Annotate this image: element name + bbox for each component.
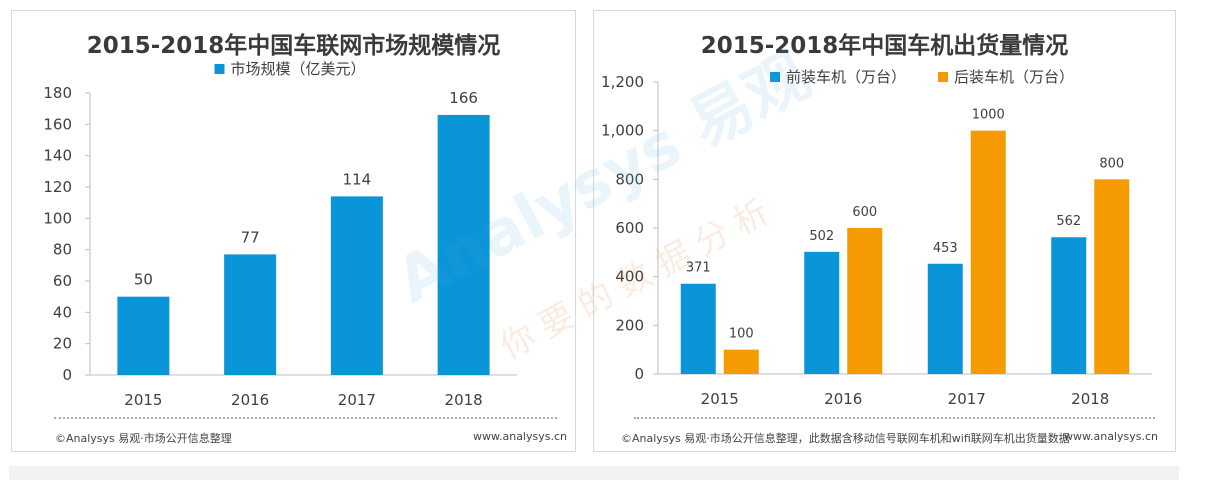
data-label: 371 <box>686 261 711 276</box>
legend-swatch <box>938 72 948 82</box>
chart-panel-shipments: 2015-2018年中国车机出货量情况 0 200 400 600 800 1,000 1,… <box>593 10 1176 452</box>
website-link[interactable]: www.analysys.cn <box>1064 430 1158 443</box>
chart-title: 2015-2018年中国车联网市场规模情况 <box>86 33 501 59</box>
bar <box>723 349 759 374</box>
data-label: 100 <box>729 327 754 342</box>
data-label: 77 <box>241 228 260 246</box>
legend-swatch <box>770 72 780 82</box>
x-tick-label: 2018 <box>1071 390 1109 408</box>
data-label: 1000 <box>972 108 1005 123</box>
y-tick-label: 400 <box>615 268 644 286</box>
y-tick-label: 160 <box>43 115 72 133</box>
bar <box>847 228 883 374</box>
bar-chart-market-size: 0 20 40 60 80 100 120 140 160 180 2015 50 2016 77 2017… <box>43 60 517 409</box>
bar <box>804 251 840 374</box>
data-label: 562 <box>1056 214 1081 229</box>
x-tick-label: 2018 <box>445 391 483 409</box>
footer-divider <box>54 417 557 419</box>
y-tick-label: 180 <box>43 84 72 102</box>
x-tick-label: 2017 <box>948 390 986 408</box>
bar <box>680 283 716 374</box>
legend-label: 后装车机（万台） <box>954 68 1074 86</box>
y-tick-label: 600 <box>615 219 644 237</box>
y-tick-label: 1,200 <box>601 73 644 91</box>
x-tick-label: 2015 <box>124 391 162 409</box>
y-tick-label: 40 <box>53 303 72 321</box>
bar-chart-shipments: 0 200 400 600 800 1,000 1,200 2015 371 100 2016 502… <box>601 68 1152 408</box>
y-tick-label: 0 <box>62 366 72 384</box>
bar <box>224 254 277 375</box>
data-label: 453 <box>933 241 958 256</box>
source-note: ©Analysys 易观·市场公开信息整理，此数据含移动信号联网车机和wifi联… <box>621 432 1070 445</box>
x-tick-label: 2016 <box>231 391 269 409</box>
y-tick-label: 800 <box>615 170 644 188</box>
legend-label: 市场规模（亿美元） <box>231 60 366 78</box>
data-label: 50 <box>134 271 153 289</box>
bar <box>437 114 490 375</box>
bar <box>117 296 170 375</box>
y-tick-label: 100 <box>43 209 72 227</box>
chart-panel-market-size: 2015-2018年中国车联网市场规模情况 0 20 40 60 80 100 120 140… <box>11 10 576 452</box>
bar <box>1051 237 1087 374</box>
x-tick-label: 2016 <box>824 390 862 408</box>
y-tick-label: 60 <box>53 272 72 290</box>
x-tick-label: 2017 <box>338 391 376 409</box>
website-link[interactable]: www.analysys.cn <box>473 430 567 443</box>
data-label: 600 <box>852 205 877 220</box>
chart-title: 2015-2018年中国车机出货量情况 <box>700 33 1069 59</box>
legend-label: 前装车机（万台） <box>786 68 906 86</box>
footer-divider <box>634 417 1155 419</box>
bar <box>330 196 383 375</box>
y-tick-label: 200 <box>615 316 644 334</box>
data-label: 800 <box>1099 156 1124 171</box>
data-label: 502 <box>809 229 834 244</box>
bar <box>970 130 1006 374</box>
y-tick-label: 1,000 <box>601 122 644 140</box>
bottom-strip <box>9 466 1179 480</box>
x-tick-label: 2015 <box>701 390 739 408</box>
source-note: ©Analysys 易观·市场公开信息整理 <box>55 432 232 445</box>
bar <box>927 263 963 374</box>
bar <box>1094 179 1130 374</box>
y-tick-label: 80 <box>53 241 72 259</box>
data-label: 166 <box>449 89 478 107</box>
y-tick-label: 120 <box>43 178 72 196</box>
y-tick-label: 0 <box>634 365 644 383</box>
legend-swatch <box>214 64 225 74</box>
data-label: 114 <box>343 170 372 188</box>
y-tick-label: 20 <box>53 335 72 353</box>
y-tick-label: 140 <box>43 147 72 165</box>
